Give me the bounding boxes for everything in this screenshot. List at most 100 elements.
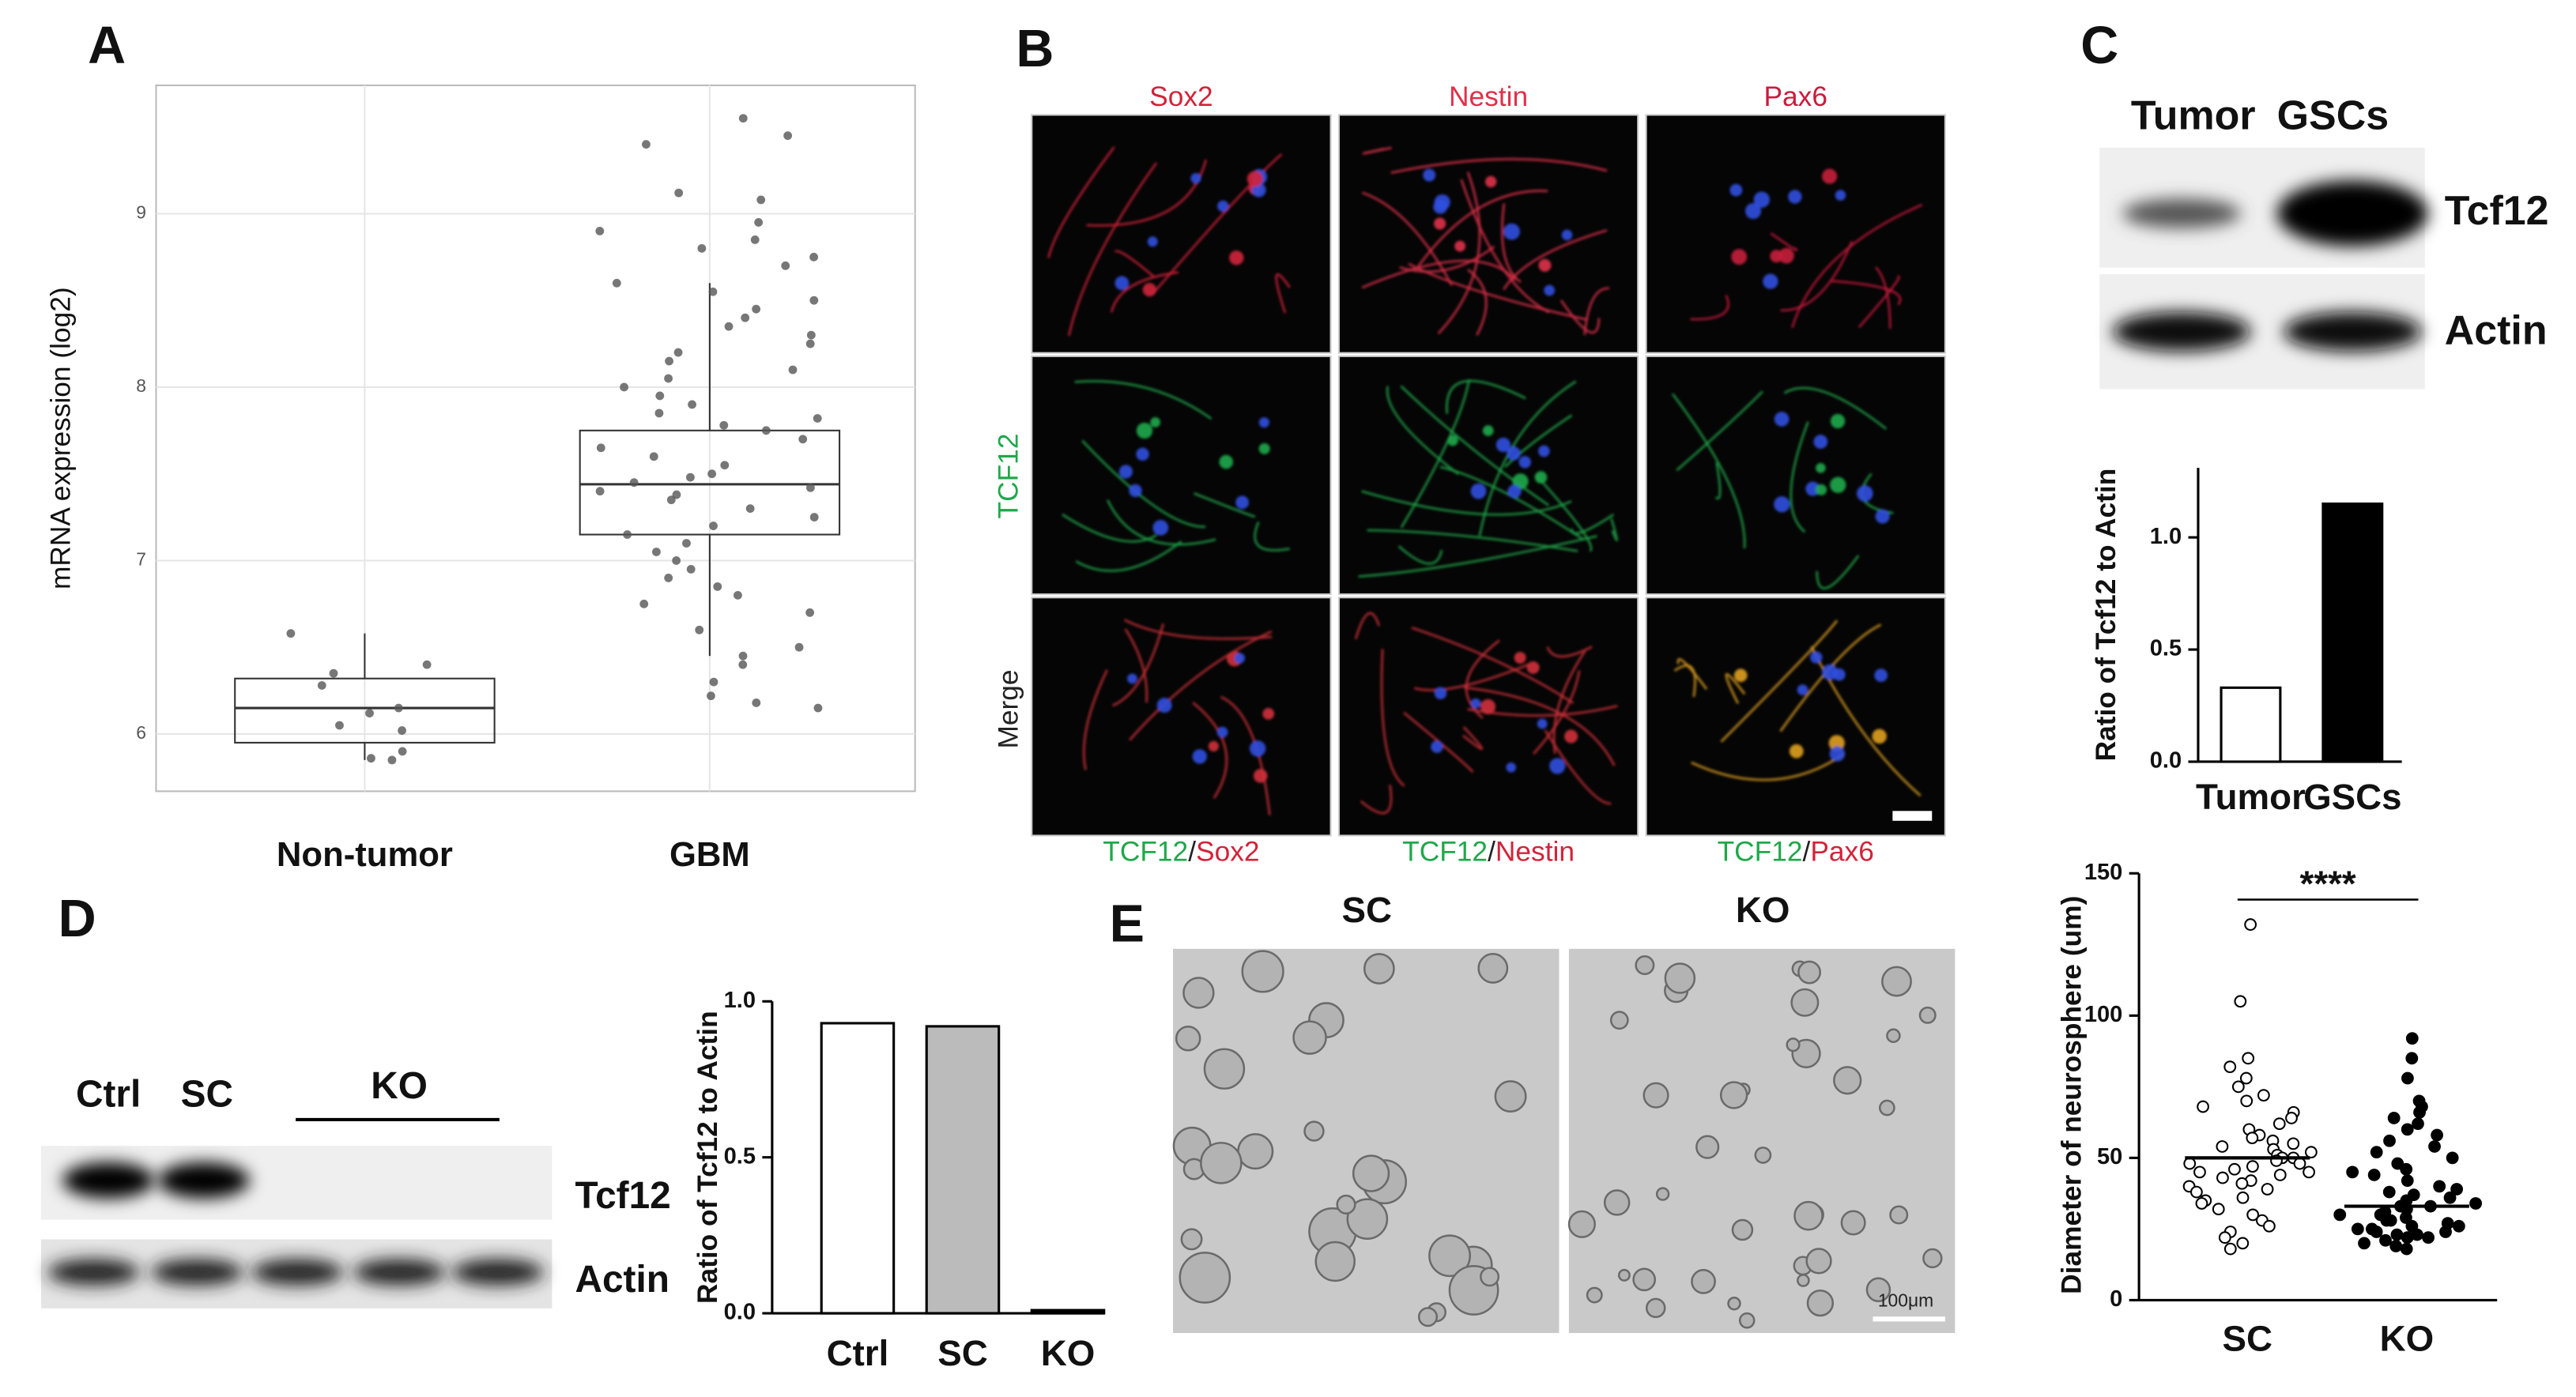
- nucleus: [1507, 446, 1521, 461]
- data-point: [2193, 1165, 2206, 1179]
- panel-letter: D: [58, 890, 96, 948]
- data-point: [2379, 1233, 2392, 1247]
- target-name: Sox2: [1196, 837, 1260, 868]
- neurosphere: [1603, 1189, 1631, 1216]
- nucleus: [1470, 698, 1481, 709]
- data-point: [2384, 1214, 2397, 1227]
- data-point: [719, 420, 729, 430]
- neurosphere: [1182, 977, 1215, 1009]
- data-point: [664, 374, 673, 383]
- neurosphere: [1719, 1081, 1748, 1109]
- stain: [1358, 378, 1619, 578]
- nucleus: [1507, 484, 1522, 499]
- y-axis-label: Ratio of Tcf12 to Actin: [692, 1011, 723, 1304]
- column-label: Nestin: [1449, 81, 1528, 112]
- nucleus: [1247, 171, 1263, 187]
- data-point: [649, 452, 658, 461]
- data-point: [2244, 918, 2257, 931]
- data-point: [422, 660, 432, 669]
- data-point: [2216, 1171, 2229, 1184]
- data-point: [2389, 1240, 2403, 1252]
- nucleus: [1538, 445, 1550, 458]
- y-tick-label: 150: [2084, 860, 2123, 885]
- data-point: [805, 483, 815, 492]
- cell-process: [1192, 702, 1228, 799]
- stain: [1047, 146, 1291, 337]
- nucleus: [1778, 247, 1794, 264]
- neurosphere: [1417, 1307, 1439, 1327]
- cell-process: [1110, 271, 1179, 313]
- y-tick-label: 1.0: [2150, 524, 2182, 549]
- data-point: [2293, 1157, 2306, 1170]
- data-point: [2228, 1162, 2241, 1176]
- x-tick-label: SC: [937, 1333, 988, 1373]
- neurosphere: [1922, 1248, 1943, 1269]
- cell-process: [1361, 490, 1572, 516]
- data-point: [720, 461, 730, 470]
- stain: [1690, 168, 1923, 329]
- cell-process: [1546, 646, 1593, 658]
- data-point: [596, 443, 605, 453]
- nucleus: [1216, 726, 1228, 738]
- nucleus: [1136, 447, 1149, 461]
- nucleus: [1208, 740, 1219, 752]
- data-point: [2273, 1169, 2287, 1181]
- data-point: [2197, 1100, 2209, 1113]
- nucleus: [1147, 236, 1158, 247]
- band: [2276, 180, 2428, 247]
- cell-process: [1816, 555, 1860, 589]
- data-point: [672, 490, 681, 499]
- neurosphere: [1793, 1200, 1824, 1231]
- data-point: [665, 356, 673, 366]
- data-point: [664, 574, 673, 582]
- nucleus: [1434, 687, 1447, 700]
- data-point: [2367, 1169, 2381, 1181]
- band-label: Actin: [2445, 307, 2548, 353]
- data-point: [2239, 1071, 2253, 1085]
- data-point: [2401, 1174, 2414, 1188]
- data-point: [2370, 1146, 2383, 1159]
- cell-process: [1124, 628, 1148, 703]
- cell-process: [1560, 299, 1601, 334]
- cell-process: [1361, 191, 1454, 286]
- y-tick-label: 8: [136, 375, 146, 396]
- box: [234, 677, 496, 744]
- nucleus: [1518, 456, 1531, 469]
- data-point: [2223, 1242, 2237, 1256]
- nucleus: [1234, 653, 1246, 664]
- neurosphere: [1303, 1120, 1325, 1142]
- lane-label: GSCs: [2277, 92, 2389, 138]
- neurosphere: [1632, 1267, 1657, 1292]
- cell-process: [1397, 545, 1443, 565]
- data-point: [652, 548, 661, 556]
- stain: [1082, 619, 1275, 815]
- data-point: [783, 131, 793, 141]
- data-point: [595, 487, 605, 496]
- separator: /: [1188, 837, 1196, 868]
- cell-process: [1714, 461, 1722, 500]
- x-tick-label: Ctrl: [827, 1333, 889, 1373]
- nucleus: [1763, 273, 1778, 289]
- nucleus: [1470, 483, 1487, 499]
- stain: [1671, 386, 1894, 589]
- cell-process: [1354, 612, 1381, 640]
- nucleus: [1136, 422, 1153, 439]
- nucleus: [1810, 651, 1823, 664]
- lane-label: KO: [371, 1065, 428, 1107]
- data-point: [2422, 1231, 2435, 1244]
- neurosphere: [1180, 1228, 1203, 1251]
- data-point: [2263, 1219, 2276, 1233]
- cell-process: [1463, 686, 1616, 766]
- data-point: [2405, 1052, 2419, 1065]
- nucleus: [1821, 168, 1838, 184]
- data-point: [2401, 1231, 2414, 1244]
- data-point: [2246, 1160, 2259, 1173]
- channel-label: TCF12/Pax6: [1718, 837, 1874, 868]
- data-point: [688, 400, 696, 409]
- data-point: [788, 365, 798, 375]
- data-point: [754, 218, 764, 227]
- y-tick-label: 0: [2110, 1286, 2122, 1312]
- data-point: [367, 754, 375, 763]
- data-point: [2387, 1112, 2401, 1124]
- cell-process: [1114, 250, 1155, 278]
